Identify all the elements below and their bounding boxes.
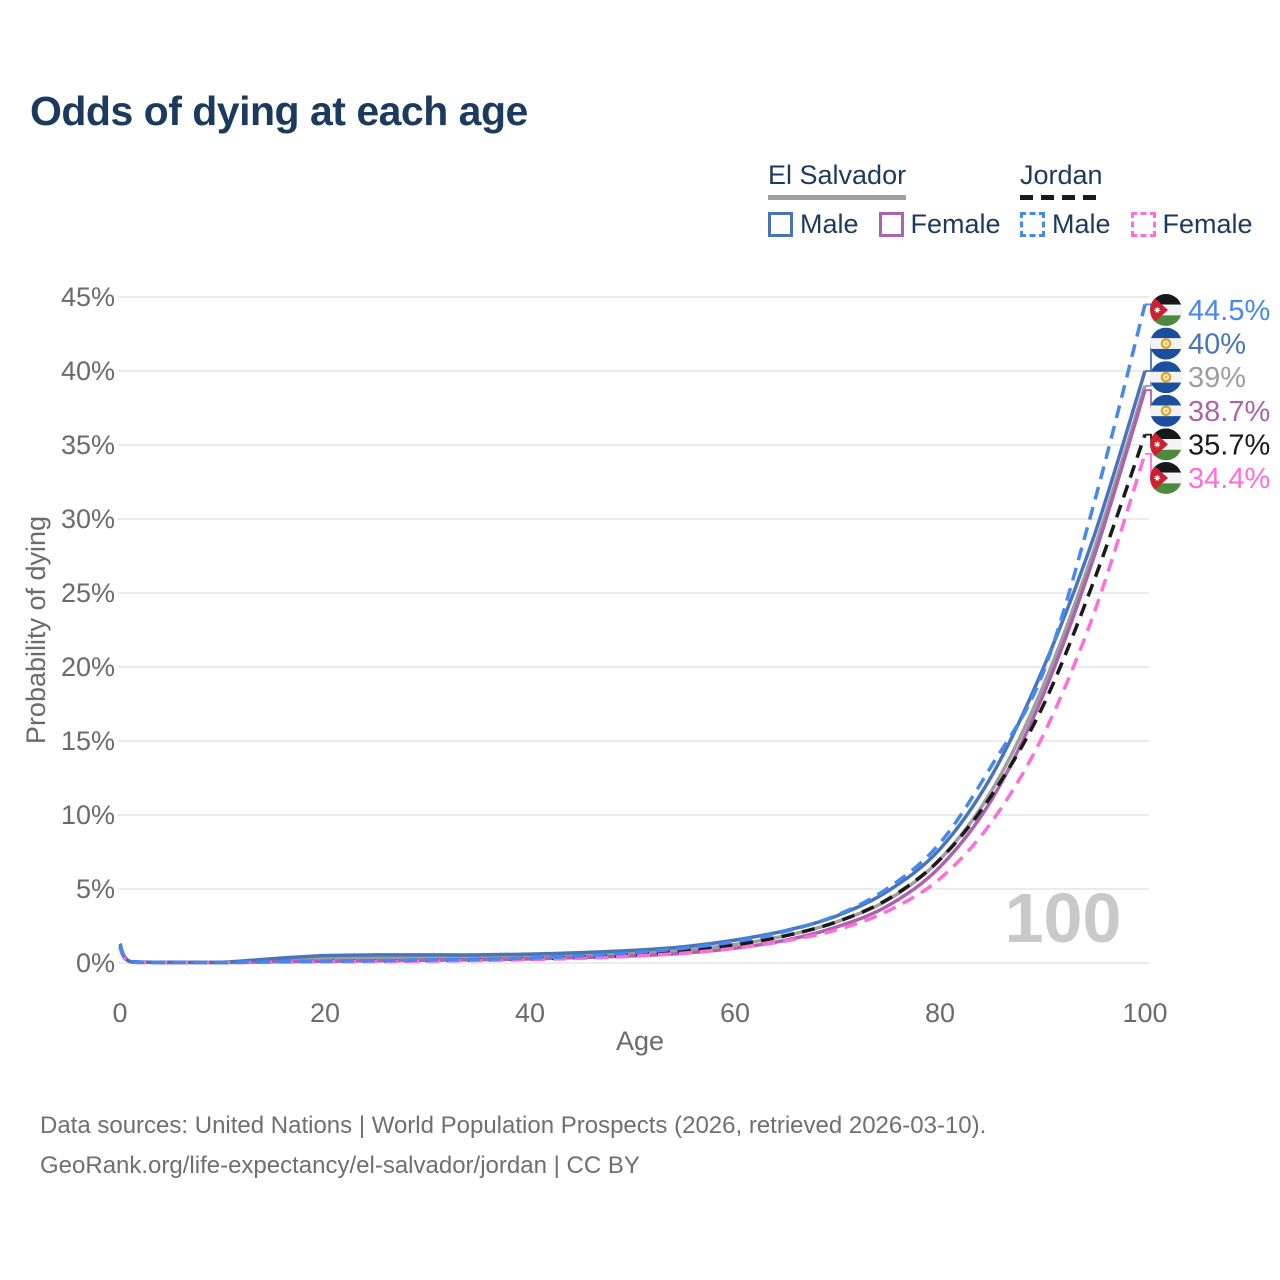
data-source-line: Data sources: United Nations | World Pop…: [40, 1112, 987, 1139]
y-tick-label: 15%: [61, 726, 115, 756]
legend-country-label-el-salvador[interactable]: El Salvador: [768, 160, 907, 190]
legend-item-label: Male: [800, 209, 859, 239]
y-tick-label: 20%: [61, 652, 115, 682]
end-value-label: 38.7%: [1188, 396, 1270, 428]
male-dashed-swatch: [1020, 212, 1045, 237]
end-label-el-salvador-male[interactable]: 40%: [1145, 327, 1246, 372]
y-tick-label: 5%: [76, 874, 115, 904]
end-label-el-salvador-female[interactable]: 38.7%: [1145, 389, 1270, 428]
end-value-label: 34.4%: [1188, 463, 1270, 495]
series-line-el-salvador-female[interactable]: [118, 389, 1147, 965]
y-tick-label: 0%: [76, 948, 115, 978]
page-title: Odds of dying at each age: [30, 88, 528, 134]
end-value-label: 40%: [1188, 329, 1246, 361]
end-label-jordan-male[interactable]: 44.5%: [1145, 294, 1270, 327]
legend-item-el-salvador-male[interactable]: Male: [768, 209, 859, 240]
el-salvador-flag-icon: [1150, 327, 1182, 360]
female-solid-swatch: [878, 212, 904, 237]
x-tick-label: 60: [720, 998, 750, 1028]
x-tick-label: 20: [310, 998, 340, 1028]
series-line-jordan-both-sexes[interactable]: [118, 434, 1147, 965]
series-line-jordan-female[interactable]: [118, 453, 1147, 965]
x-tick-label: 0: [112, 998, 127, 1028]
y-axis-title: Probability of dying: [21, 516, 51, 744]
jordan-flag-icon: [1150, 428, 1182, 461]
x-tick-label: 100: [1122, 998, 1167, 1028]
male-solid-swatch: [768, 212, 793, 237]
y-tick-label: 30%: [61, 504, 115, 534]
chart-footer: Data sources: United Nations | World Pop…: [40, 1106, 986, 1186]
end-value-label: 44.5%: [1188, 295, 1270, 327]
legend-group-el-salvador: El Salvador Male Female: [768, 160, 1021, 240]
female-dashed-swatch: [1130, 212, 1156, 237]
y-tick-label: 45%: [61, 282, 115, 312]
legend-item-label: Female: [910, 209, 1001, 239]
series-line-el-salvador-male[interactable]: [118, 370, 1147, 965]
y-tick-label: 25%: [61, 578, 115, 608]
legend-item-jordan-male[interactable]: Male: [1020, 209, 1111, 240]
legend-item-label: Female: [1162, 209, 1253, 239]
legend-item-jordan-female[interactable]: Female: [1130, 209, 1253, 240]
el-salvador-flag-icon: [1150, 394, 1182, 427]
x-axis-title: Age: [616, 1026, 664, 1056]
x-tick-label: 40: [515, 998, 545, 1028]
end-label-el-salvador-both-sexes[interactable]: 39%: [1145, 361, 1246, 394]
jordan-flag-icon: [1150, 294, 1182, 326]
series-line-el-salvador-both-sexes[interactable]: [118, 385, 1147, 965]
x-tick-label: 80: [925, 998, 955, 1028]
legend-linestyle-solid: [768, 195, 907, 200]
legend-group-jordan: Jordan Male Female: [1020, 160, 1273, 240]
end-label-jordan-both-sexes[interactable]: 35.7%: [1145, 428, 1270, 461]
series-line-jordan-male[interactable]: [118, 303, 1147, 965]
end-value-label: 35.7%: [1188, 429, 1270, 461]
y-tick-label: 40%: [61, 356, 115, 386]
y-tick-label: 10%: [61, 800, 115, 830]
legend-item-label: Male: [1052, 209, 1111, 239]
legend-linestyle-dashed: [1020, 195, 1103, 200]
source-url-line: GeoRank.org/life-expectancy/el-salvador/…: [40, 1152, 640, 1179]
age-watermark: 100: [1005, 879, 1122, 957]
y-tick-label: 35%: [61, 430, 115, 460]
legend-item-el-salvador-female[interactable]: Female: [878, 209, 1001, 240]
el-salvador-flag-icon: [1150, 361, 1182, 394]
end-label-jordan-female[interactable]: 34.4%: [1145, 453, 1270, 495]
end-value-label: 39%: [1188, 362, 1246, 394]
legend-country-label-jordan[interactable]: Jordan: [1020, 160, 1103, 190]
jordan-flag-icon: [1150, 462, 1182, 494]
